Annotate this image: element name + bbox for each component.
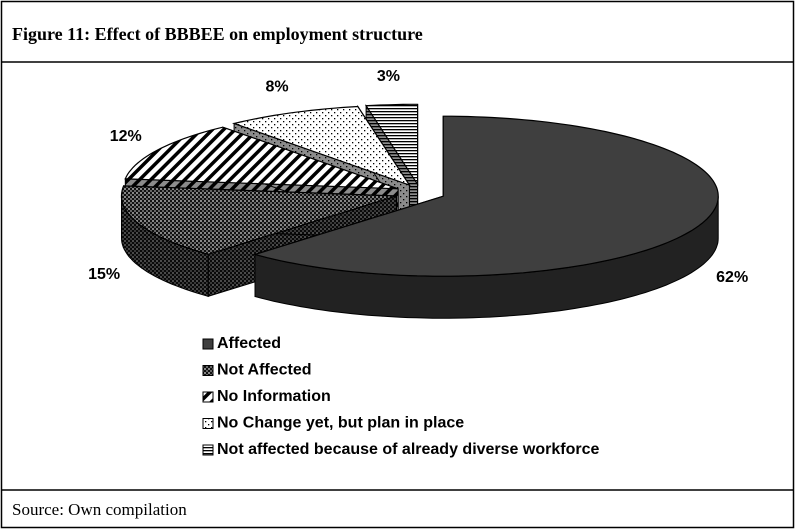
- pie-slice: [124, 126, 399, 190]
- data-label: 15%: [88, 266, 120, 283]
- data-label: 8%: [265, 79, 288, 96]
- slice-shade: [255, 196, 719, 319]
- legend-label: No Information: [217, 388, 331, 405]
- data-label: 12%: [110, 128, 142, 145]
- source: Source: Own compilation: [12, 500, 187, 519]
- data-label: 3%: [377, 68, 400, 85]
- pie-slice: [365, 103, 419, 187]
- pie-slice: [231, 105, 411, 187]
- legend-swatch: [202, 418, 214, 429]
- data-label: 62%: [716, 269, 748, 286]
- legend-label: Not affected because of already diverse …: [217, 441, 599, 458]
- pie-slice: [120, 185, 397, 255]
- legend-label: No Change yet, but plan in place: [217, 415, 464, 432]
- legend-swatch: [202, 338, 214, 350]
- pie-slice: [252, 115, 719, 277]
- slice-shade: [121, 196, 209, 297]
- legend-swatch: [202, 365, 214, 376]
- figure-title: Figure 11: Effect of BBBEE on employment…: [12, 24, 423, 44]
- legend-swatch: [202, 444, 214, 456]
- legend-label: Affected: [217, 335, 281, 352]
- legend-label: Not Affected: [217, 362, 312, 379]
- legend-swatch: [202, 391, 214, 403]
